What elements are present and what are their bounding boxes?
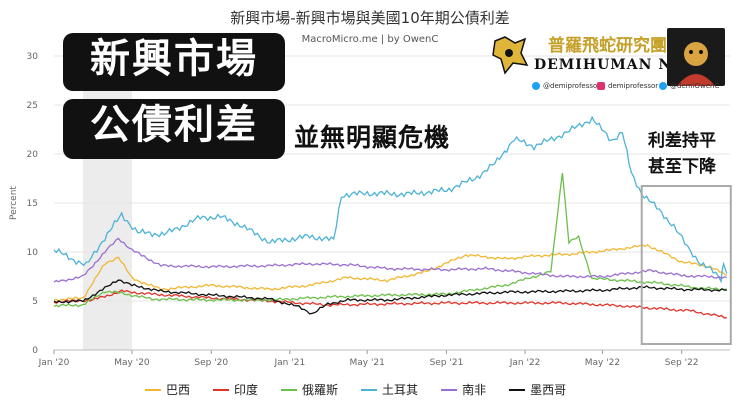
- legend-label: 印度: [234, 383, 259, 397]
- legend-item[interactable]: 印度: [213, 381, 258, 398]
- chart-subtitle: MacroMicro.me | by OwenC: [301, 34, 439, 45]
- legend-swatch: [509, 388, 526, 391]
- chart-title: 新興市場-新興市場與美國10年期公債利差: [230, 9, 510, 27]
- highlight-box: [640, 185, 732, 345]
- legend-item[interactable]: 俄羅斯: [281, 381, 338, 398]
- legend-label: 南非: [462, 383, 487, 397]
- y-tick-label: 30: [27, 52, 39, 62]
- twitter-icon: [532, 82, 540, 90]
- series-line-5: [53, 237, 727, 283]
- social-handle: @demiOwenC: [670, 82, 720, 90]
- overlay-headline-2: 公債利差: [63, 99, 285, 159]
- legend-item[interactable]: 墨西哥: [509, 381, 566, 398]
- logo-emblem-icon: [492, 36, 529, 75]
- legend-swatch: [281, 388, 298, 391]
- chart-legend: 巴西 印度 俄羅斯 土耳其 南非 墨西哥: [145, 381, 566, 398]
- x-tick-label: Sep '22: [665, 358, 699, 368]
- annotation-line-2: 甚至下降: [648, 157, 716, 177]
- legend-item[interactable]: 巴西: [145, 381, 190, 398]
- series-line-2: [53, 289, 727, 319]
- y-axis-label: Percent: [9, 186, 19, 220]
- legend-label: 墨西哥: [530, 383, 567, 397]
- x-tick-label: Sep '21: [430, 358, 464, 368]
- overlay-headline-1: 新興市場: [63, 33, 285, 91]
- legend-swatch: [145, 388, 161, 391]
- y-tick-label: 20: [27, 150, 39, 160]
- legend-swatch: [361, 388, 378, 391]
- series-line-3: [53, 173, 727, 308]
- avatar-portrait-icon: [677, 42, 715, 86]
- x-tick-label: Jan '21: [274, 358, 306, 368]
- legend-label: 俄羅斯: [302, 383, 339, 397]
- logo-english-text: DEMIHUMAN NFT: [534, 57, 695, 73]
- instagram-icon: [597, 82, 605, 90]
- series-line-6: [53, 279, 727, 315]
- social-handle: demiprofessor: [608, 82, 659, 90]
- legend-item[interactable]: 南非: [441, 381, 486, 398]
- twitter-icon: [659, 82, 667, 90]
- social-twitter-2: @demiOwenC: [659, 82, 719, 90]
- x-tick-label: Jan '20: [38, 358, 70, 368]
- overlay-headline-3: 並無明顯危機: [294, 123, 451, 152]
- legend-label: 巴西: [166, 383, 191, 397]
- annotation-line-1: 利差持平: [648, 131, 716, 151]
- x-tick-label: May '22: [585, 358, 620, 368]
- y-tick-label: 25: [27, 101, 38, 111]
- series-line-4: [53, 115, 728, 284]
- avatar: [667, 28, 725, 86]
- legend-swatch: [441, 388, 458, 391]
- legend-swatch: [213, 388, 230, 391]
- legend-label: 土耳其: [382, 383, 419, 397]
- x-tick-label: May '21: [349, 358, 384, 368]
- y-tick-label: 10: [27, 248, 39, 258]
- logo-chinese-text: 普羅飛蛇研究團: [548, 36, 667, 56]
- social-handle: @demiprofessor: [543, 82, 601, 90]
- legend-item[interactable]: 土耳其: [361, 381, 418, 398]
- x-tick-label: Sep '20: [194, 358, 228, 368]
- social-twitter-1: @demiprofessor: [532, 82, 600, 90]
- y-tick-label: 0: [32, 346, 38, 356]
- series-line-1: [53, 243, 728, 303]
- social-instagram: demiprofessor: [597, 82, 658, 90]
- x-tick-label: May '20: [114, 358, 150, 368]
- x-tick-label: Jan '22: [509, 358, 541, 368]
- y-tick-label: 15: [27, 199, 38, 209]
- y-tick-label: 5: [32, 297, 38, 307]
